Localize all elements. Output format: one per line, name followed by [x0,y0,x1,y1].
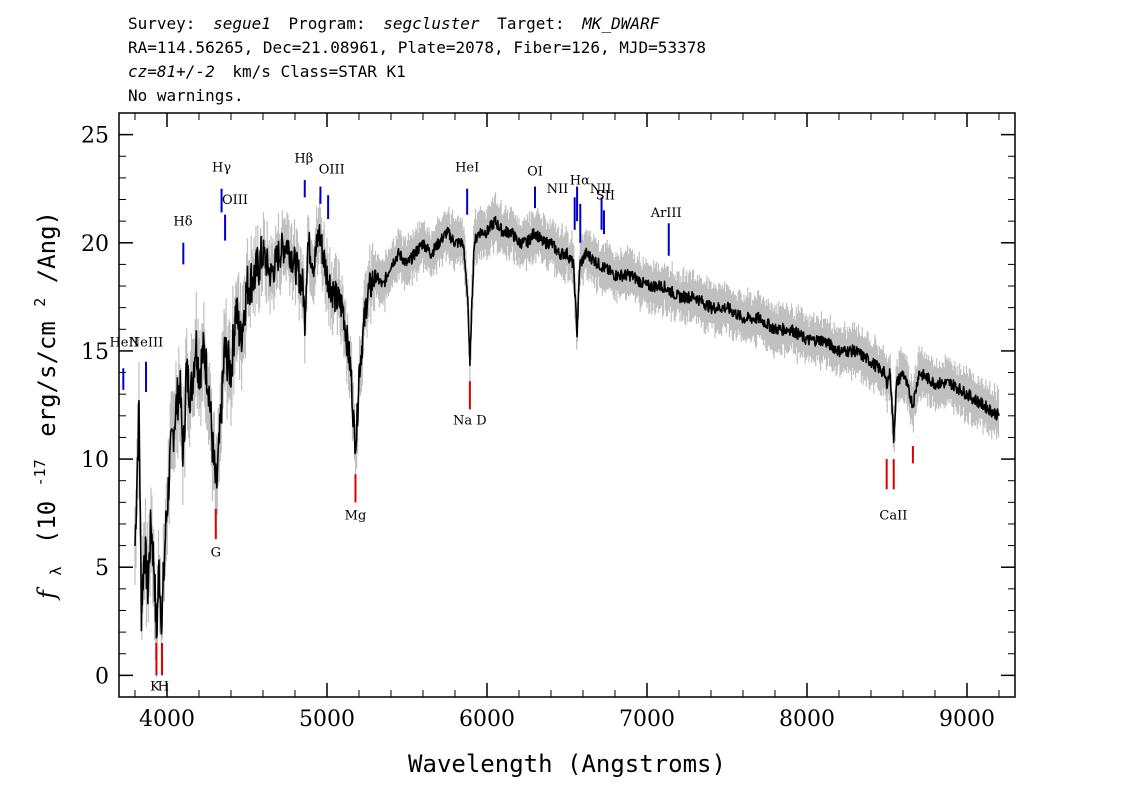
absorption-line-label: G [211,545,221,560]
target-label: Target: [497,14,564,33]
survey-value: segue1 [213,14,271,33]
target-value: MK_DWARF [581,14,659,33]
absorption-line-label: K [150,680,160,695]
emission-line-label: NeIII [129,336,163,351]
x-tick-label: 8000 [779,707,835,732]
y-axis-unit-tail: /Ang) [33,211,61,283]
program-value: segcluster [383,14,480,33]
y-axis-subscript: λ [47,567,65,576]
emission-line-label: Hδ [173,214,192,229]
absorption-line-label: Mg [345,509,367,524]
emission-line-label: OIII [222,193,248,208]
y-tick-label: 15 [81,340,109,365]
header-line-4: No warnings. [128,86,244,105]
x-tick-label: 6000 [459,707,515,732]
y-axis-exponent: -17 [31,459,49,486]
emission-line-label: SII [596,189,615,204]
x-tick-label: 9000 [939,707,995,732]
y-tick-label: 5 [95,556,109,581]
header-line-2: RA=114.56265, Dec=21.08961, Plate=2078, … [128,38,706,57]
header-line-3: cz=81+/-2 km/s Class=STAR K1 [128,62,406,81]
y-axis-symbol: f [33,586,61,601]
emission-line-label: Hβ [294,152,313,167]
spectrum-header: Survey: segue1 Program: segcluster Targe… [128,14,706,105]
redshift-value: cz=81+/-2 [128,62,215,81]
y-axis-unit: erg/s/cm [33,321,61,437]
absorption-line-label: CaII [879,509,907,524]
x-tick-label: 7000 [619,707,675,732]
emission-line-label: NII [590,182,612,197]
emission-line-label: ArIII [650,206,682,221]
x-tick-label: 4000 [139,707,195,732]
x-axis-title: Wavelength (Angstroms) [408,750,726,778]
survey-label: Survey: [128,14,195,33]
plot-frame [118,112,1016,698]
absorption-line-label: H [158,680,169,695]
emission-line-label: HeI [455,160,479,175]
x-tick-label: 5000 [299,707,355,732]
y-axis-title: f λ (10 -17 erg/s/cm 2 /Ang) [23,211,67,601]
emission-line-label: OIII [319,163,345,178]
y-tick-label: 20 [81,232,109,257]
y-axis-unit-exponent: 2 [31,298,49,307]
y-axis-scale: (10 [33,501,61,544]
class-value: km/s Class=STAR K1 [232,62,405,81]
absorption-line-label: Na D [453,413,487,428]
axis-ticks [119,112,1015,697]
emission-line-label: OI [527,165,543,180]
flux-line [134,216,1000,639]
y-tick-label: 10 [81,448,109,473]
emission-line-label: HeII [109,336,138,351]
spectral-line-markers [122,180,914,676]
emission-line-label: Hγ [212,160,231,175]
emission-line-label: Hα [570,173,590,188]
program-label: Program: [289,14,366,33]
emission-line-label: NII [547,182,569,197]
y-tick-label: 0 [95,664,109,689]
header-line-1: Survey: segue1 Program: segcluster Targe… [128,14,660,33]
flux-series [134,216,1000,639]
tick-labels: 4000 5000 6000 7000 8000 9000 0 5 10 15 20 25 [81,124,995,732]
y-tick-label: 25 [81,124,109,149]
